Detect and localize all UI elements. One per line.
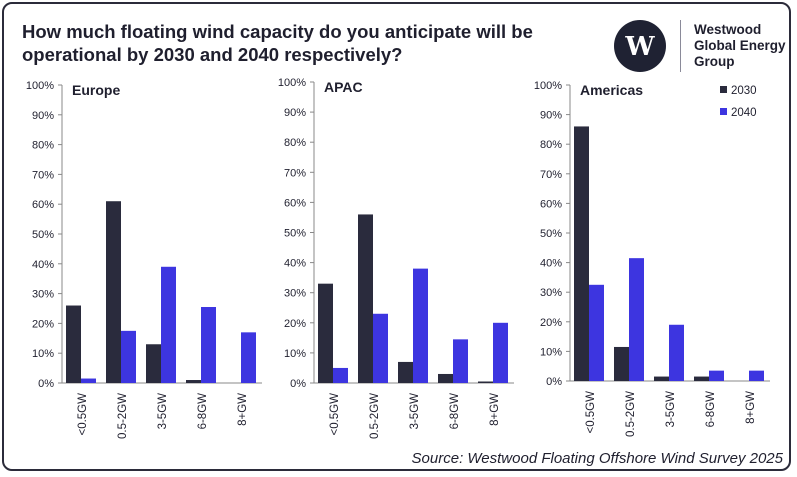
y-tick-label: 100% xyxy=(534,80,562,92)
bar-2030 xyxy=(146,344,161,383)
y-tick-label: 100% xyxy=(26,80,54,92)
logo-divider xyxy=(680,20,681,72)
logo-text: Westwood Global Energy Group xyxy=(694,22,794,70)
category-label: <0.5GW xyxy=(77,393,89,436)
y-tick-label: 20% xyxy=(540,317,562,329)
bar-2030 xyxy=(614,346,629,381)
source-note: Source: Westwood Floating Offshore Wind … xyxy=(411,450,783,467)
category-label: 8+GW xyxy=(745,391,757,424)
y-tick-label: 20% xyxy=(32,318,54,330)
category-label: <0.5GW xyxy=(585,391,597,434)
bar-2030 xyxy=(358,214,373,383)
legend-label: 2040 xyxy=(731,107,757,119)
y-tick-label: 70% xyxy=(284,167,306,179)
bar-2040 xyxy=(493,322,508,383)
bar-2030 xyxy=(66,305,81,383)
y-tick-label: 30% xyxy=(32,289,54,301)
y-tick-label: 40% xyxy=(540,258,562,270)
category-label: 0.5-2GW xyxy=(369,393,381,439)
category-label: 3-5GW xyxy=(157,393,169,430)
bar-2030 xyxy=(106,201,121,383)
bar-2040 xyxy=(669,324,684,381)
y-tick-label: 60% xyxy=(540,198,562,210)
category-label: 3-5GW xyxy=(409,393,421,430)
category-label: 6-8GW xyxy=(705,391,717,428)
y-tick-label: 0% xyxy=(38,378,54,390)
chart-title: How much floating wind capacity do you a… xyxy=(22,21,533,65)
bar-2030 xyxy=(694,376,709,381)
bar-2040 xyxy=(373,313,388,383)
svg-text:W: W xyxy=(624,32,655,62)
logo-line-2: Global Energy xyxy=(694,38,786,53)
y-tick-label: 40% xyxy=(32,259,54,271)
y-tick-label: 90% xyxy=(284,107,306,119)
y-tick-label: 80% xyxy=(32,140,54,152)
westwood-logo-icon: W xyxy=(614,20,666,72)
panel-title: Europe xyxy=(72,82,120,98)
bar-2040 xyxy=(81,378,96,383)
bar-2030 xyxy=(574,126,589,381)
bar-2030 xyxy=(654,376,669,381)
logo-line-1: Westwood xyxy=(694,22,762,37)
y-tick-label: 0% xyxy=(290,378,306,390)
y-tick-label: 60% xyxy=(32,199,54,211)
bar-2030 xyxy=(438,373,453,383)
category-label: 6-8GW xyxy=(449,393,461,430)
bar-2040 xyxy=(413,268,428,383)
bar-2030 xyxy=(186,380,201,383)
y-tick-label: 100% xyxy=(278,77,306,89)
bar-2040 xyxy=(709,370,724,381)
bar-2040 xyxy=(749,370,764,381)
category-label: 0.5-2GW xyxy=(625,391,637,437)
category-label: 0.5-2GW xyxy=(117,393,129,439)
bar-2040 xyxy=(121,330,136,383)
category-label: 8+GW xyxy=(237,393,249,426)
y-tick-label: 50% xyxy=(32,229,54,241)
y-tick-label: 40% xyxy=(284,258,306,270)
y-tick-label: 10% xyxy=(284,348,306,360)
bar-2040 xyxy=(333,367,348,383)
category-label: <0.5GW xyxy=(329,393,341,436)
bar-2040 xyxy=(453,339,468,383)
y-tick-label: 20% xyxy=(284,318,306,330)
legend-swatch-2040 xyxy=(720,108,727,115)
category-label: 8+GW xyxy=(489,393,501,426)
bar-2040 xyxy=(589,284,604,381)
y-tick-label: 50% xyxy=(284,228,306,240)
legend-label: 2030 xyxy=(731,85,757,97)
bar-2040 xyxy=(629,258,644,381)
panel-title: Americas xyxy=(580,82,643,98)
y-tick-label: 80% xyxy=(284,137,306,149)
y-tick-label: 80% xyxy=(540,139,562,151)
y-tick-label: 90% xyxy=(540,110,562,122)
y-tick-label: 70% xyxy=(540,169,562,181)
panel-title: APAC xyxy=(324,79,363,95)
y-tick-label: 10% xyxy=(32,348,54,360)
logo-line-3: Group xyxy=(694,54,735,69)
chart-frame xyxy=(2,2,791,471)
y-tick-label: 70% xyxy=(32,169,54,181)
bar-2040 xyxy=(241,332,256,383)
y-tick-label: 30% xyxy=(540,287,562,299)
bar-2030 xyxy=(318,283,333,383)
y-tick-label: 10% xyxy=(540,346,562,358)
y-tick-label: 0% xyxy=(546,376,562,388)
y-tick-label: 30% xyxy=(284,288,306,300)
y-tick-label: 50% xyxy=(540,228,562,240)
bar-2040 xyxy=(201,307,216,383)
category-label: 6-8GW xyxy=(197,393,209,430)
legend-swatch-2030 xyxy=(720,86,727,93)
y-tick-label: 90% xyxy=(32,110,54,122)
bar-2030 xyxy=(398,361,413,383)
y-tick-label: 60% xyxy=(284,197,306,209)
bar-2040 xyxy=(161,266,176,383)
category-label: 3-5GW xyxy=(665,391,677,428)
bar-2030 xyxy=(478,381,493,383)
